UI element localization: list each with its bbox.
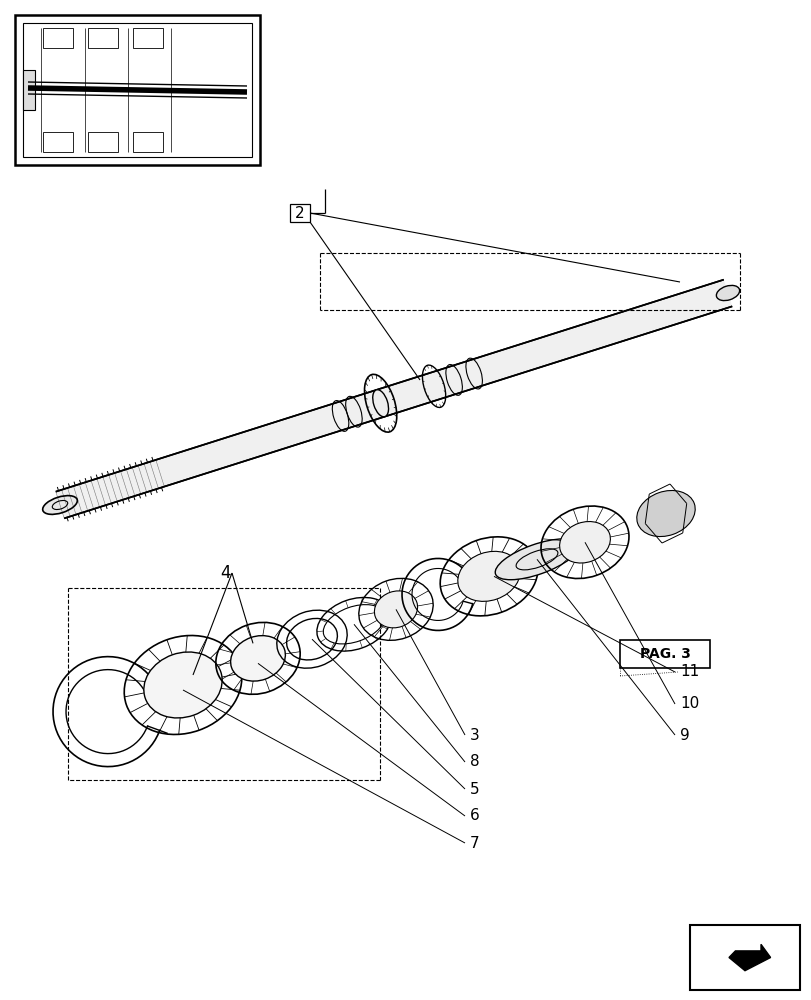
Bar: [620, 640, 709, 668]
Polygon shape: [728, 944, 770, 971]
Ellipse shape: [372, 390, 388, 417]
Text: 7: 7: [470, 836, 479, 850]
Ellipse shape: [374, 591, 417, 628]
Bar: [23, 23, 251, 157]
Bar: [23, 70, 35, 110]
Bar: [88, 132, 118, 152]
Ellipse shape: [457, 551, 520, 601]
Text: 8: 8: [470, 754, 479, 770]
Ellipse shape: [52, 500, 67, 510]
Polygon shape: [56, 280, 732, 518]
Bar: [133, 132, 163, 152]
Text: 9: 9: [679, 728, 689, 742]
Text: 3: 3: [470, 728, 479, 742]
Bar: [133, 28, 163, 48]
Ellipse shape: [636, 490, 694, 537]
Ellipse shape: [144, 652, 222, 718]
Text: 6: 6: [470, 808, 479, 824]
Ellipse shape: [559, 522, 610, 563]
Bar: [88, 28, 118, 48]
Ellipse shape: [495, 539, 578, 580]
Ellipse shape: [230, 636, 285, 681]
Text: 10: 10: [679, 696, 698, 712]
Bar: [689, 925, 799, 990]
Ellipse shape: [715, 285, 739, 301]
Bar: [43, 28, 73, 48]
Ellipse shape: [43, 496, 77, 514]
Text: 4: 4: [220, 564, 230, 582]
Text: 5: 5: [470, 782, 479, 796]
Bar: [43, 132, 73, 152]
Bar: [290, 204, 310, 222]
Bar: [15, 15, 260, 165]
Text: PAG. 3: PAG. 3: [639, 647, 689, 661]
Text: 11: 11: [679, 664, 698, 680]
Text: 2: 2: [295, 206, 304, 221]
